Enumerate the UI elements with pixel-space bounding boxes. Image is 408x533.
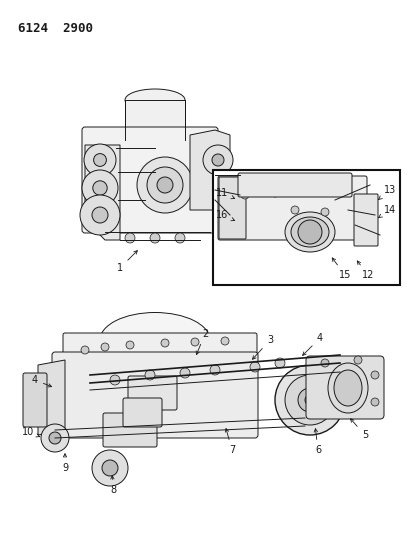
Text: 5: 5 bbox=[350, 419, 368, 440]
FancyBboxPatch shape bbox=[52, 352, 258, 438]
Circle shape bbox=[82, 170, 118, 206]
Polygon shape bbox=[38, 360, 65, 435]
Circle shape bbox=[212, 154, 224, 166]
Circle shape bbox=[110, 375, 120, 385]
Circle shape bbox=[93, 154, 106, 166]
Circle shape bbox=[221, 337, 229, 345]
Text: 6124  2900: 6124 2900 bbox=[18, 22, 93, 35]
Circle shape bbox=[250, 362, 260, 372]
Ellipse shape bbox=[125, 89, 185, 111]
Circle shape bbox=[161, 339, 169, 347]
Text: 9: 9 bbox=[62, 454, 68, 473]
Circle shape bbox=[125, 233, 135, 243]
Text: 11: 11 bbox=[216, 188, 235, 199]
FancyBboxPatch shape bbox=[306, 356, 384, 419]
Polygon shape bbox=[85, 145, 120, 240]
Circle shape bbox=[137, 157, 193, 213]
Circle shape bbox=[101, 343, 109, 351]
Circle shape bbox=[321, 208, 329, 216]
Text: 7: 7 bbox=[225, 429, 235, 455]
Text: 15: 15 bbox=[332, 258, 351, 280]
Circle shape bbox=[49, 432, 61, 444]
Circle shape bbox=[203, 145, 233, 175]
Text: 6: 6 bbox=[314, 429, 321, 455]
Text: 3: 3 bbox=[253, 335, 273, 359]
Ellipse shape bbox=[291, 217, 329, 247]
Circle shape bbox=[321, 359, 329, 367]
Text: 12: 12 bbox=[357, 261, 374, 280]
Circle shape bbox=[147, 167, 183, 203]
Text: 16: 16 bbox=[216, 210, 235, 221]
Circle shape bbox=[175, 233, 185, 243]
Circle shape bbox=[180, 368, 190, 378]
Text: 13: 13 bbox=[379, 185, 396, 199]
Circle shape bbox=[126, 341, 134, 349]
Circle shape bbox=[92, 450, 128, 486]
FancyBboxPatch shape bbox=[354, 194, 378, 246]
Text: 10: 10 bbox=[22, 427, 40, 437]
FancyBboxPatch shape bbox=[128, 376, 177, 410]
Circle shape bbox=[191, 338, 199, 346]
Bar bbox=[213, 170, 400, 285]
Ellipse shape bbox=[334, 370, 362, 406]
Circle shape bbox=[157, 177, 173, 193]
Circle shape bbox=[291, 206, 299, 214]
Text: 14: 14 bbox=[379, 205, 396, 217]
Circle shape bbox=[145, 370, 155, 380]
Circle shape bbox=[275, 365, 345, 435]
FancyBboxPatch shape bbox=[103, 413, 157, 447]
Circle shape bbox=[354, 356, 362, 364]
Ellipse shape bbox=[285, 212, 335, 252]
Circle shape bbox=[371, 371, 379, 379]
Text: 4: 4 bbox=[32, 375, 51, 387]
Circle shape bbox=[84, 144, 116, 176]
FancyBboxPatch shape bbox=[63, 333, 257, 365]
Circle shape bbox=[298, 220, 322, 244]
Circle shape bbox=[210, 365, 220, 375]
Polygon shape bbox=[190, 130, 230, 210]
Circle shape bbox=[93, 181, 107, 195]
Circle shape bbox=[305, 395, 315, 405]
Circle shape bbox=[285, 375, 335, 425]
Bar bbox=[125, 100, 185, 140]
Circle shape bbox=[80, 195, 120, 235]
Text: 2: 2 bbox=[196, 329, 208, 354]
Circle shape bbox=[102, 460, 118, 476]
Circle shape bbox=[241, 191, 249, 199]
Circle shape bbox=[275, 358, 285, 368]
Circle shape bbox=[371, 398, 379, 406]
Text: 4: 4 bbox=[303, 333, 323, 356]
Text: 1: 1 bbox=[117, 251, 137, 273]
FancyBboxPatch shape bbox=[23, 373, 47, 427]
Circle shape bbox=[271, 189, 279, 197]
FancyBboxPatch shape bbox=[82, 127, 218, 233]
Circle shape bbox=[81, 346, 89, 354]
Ellipse shape bbox=[100, 312, 210, 367]
FancyBboxPatch shape bbox=[123, 398, 162, 427]
Circle shape bbox=[41, 424, 69, 452]
FancyBboxPatch shape bbox=[238, 173, 352, 197]
FancyBboxPatch shape bbox=[218, 176, 367, 240]
Circle shape bbox=[92, 207, 108, 223]
FancyBboxPatch shape bbox=[219, 177, 246, 239]
Text: 8: 8 bbox=[110, 476, 116, 495]
Ellipse shape bbox=[328, 363, 368, 413]
Circle shape bbox=[150, 233, 160, 243]
Circle shape bbox=[298, 388, 322, 412]
